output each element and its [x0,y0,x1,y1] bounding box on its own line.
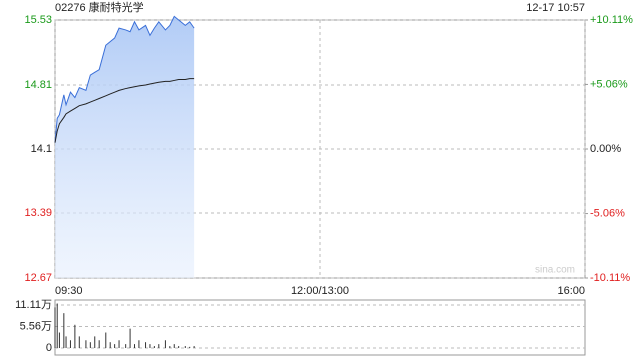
y-tick-label: 13.39 [24,207,52,219]
y2-tick-label: 0.00% [590,143,621,155]
title: 02276 康耐特光学 [55,0,144,14]
average-line [54,78,195,143]
watermark: sina.com [535,265,575,276]
y-tick-label: 12.67 [24,272,52,284]
y2-tick-label: +10.11% [590,14,633,26]
y2-tick-label: -10.11% [590,272,630,284]
timestamp: 12-17 10:57 [526,2,585,14]
volume-tick-label: 0 [46,342,52,354]
x-tick-label: 16:00 [557,285,585,297]
y2-tick-label: +5.06% [590,78,628,90]
y-tick-label: 14.81 [24,79,52,91]
x-tick-label: 12:00/13:00 [291,285,349,297]
price-area [55,16,195,279]
y-tick-label: 14.1 [31,143,52,155]
volume-tick-label: 5.56万 [20,320,52,332]
volume-tick-label: 11.11万 [15,299,52,311]
price-line [54,15,195,143]
y2-tick-label: -5.06% [590,207,625,219]
x-tick-label: 09:30 [55,285,83,297]
y-tick-label: 15.53 [24,14,52,26]
